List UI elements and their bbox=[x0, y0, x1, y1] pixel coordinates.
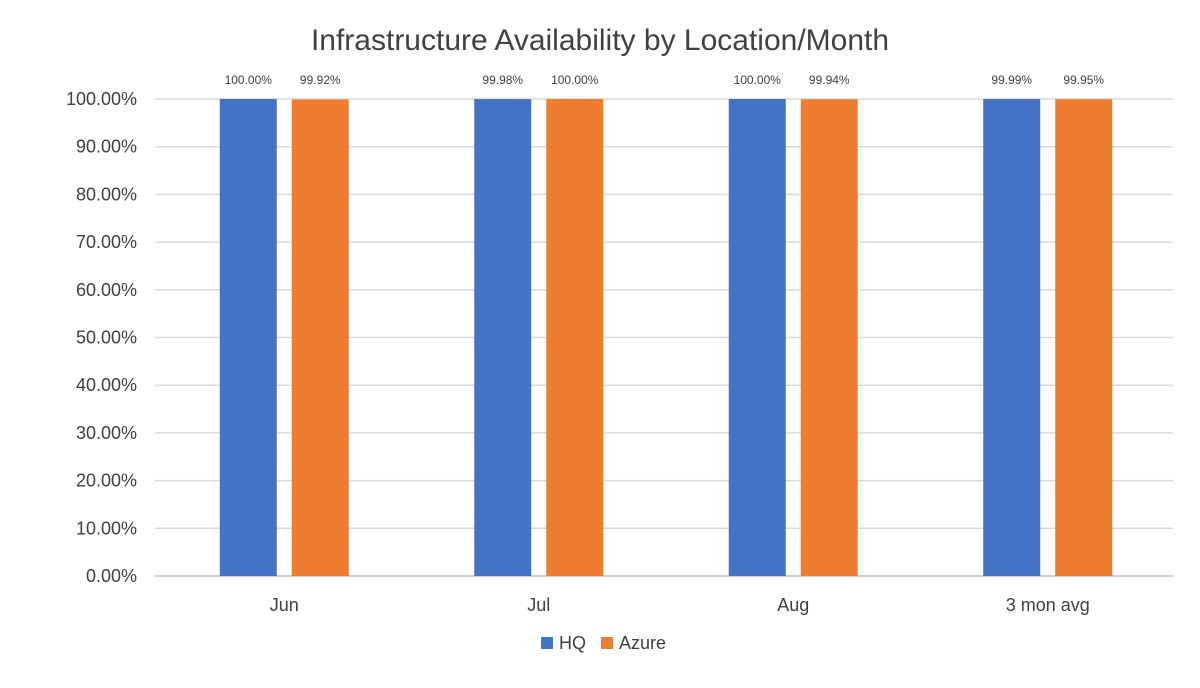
y-tick-label: 0.00% bbox=[86, 566, 137, 586]
x-category-label: Jul bbox=[527, 595, 550, 615]
bar-hq-aug bbox=[728, 99, 786, 576]
x-category-label: Aug bbox=[777, 595, 809, 615]
y-tick-label: 30.00% bbox=[76, 423, 137, 443]
bar-hq-3-mon-avg bbox=[983, 99, 1041, 576]
bars bbox=[219, 99, 1113, 577]
y-tick-label: 90.00% bbox=[76, 137, 137, 157]
data-labels: 100.00% 99.92% 99.98% 100.00% 100.00% 99.94% 9… bbox=[225, 73, 1105, 87]
y-tick-label: 70.00% bbox=[76, 232, 137, 252]
chart-title: Infrastructure Availability by Location/… bbox=[311, 24, 889, 57]
data-label: 99.98% bbox=[482, 73, 523, 87]
bar-azure-jul bbox=[546, 99, 604, 576]
data-label: 100.00% bbox=[551, 73, 599, 87]
y-tick-label: 50.00% bbox=[76, 328, 137, 348]
y-axis-tick-labels: 0.00% 10.00% 20.00% 30.00% 40.00% 50.00% 60.00… bbox=[66, 89, 137, 586]
legend-swatch-azure bbox=[601, 637, 613, 649]
x-category-label: Jun bbox=[270, 595, 299, 615]
bar-azure-3-mon-avg bbox=[1055, 99, 1113, 577]
x-category-label: 3 mon avg bbox=[1006, 595, 1090, 615]
y-tick-label: 10.00% bbox=[76, 518, 137, 538]
legend-label: HQ bbox=[559, 633, 586, 653]
data-label: 100.00% bbox=[225, 73, 273, 87]
bar-hq-jul bbox=[474, 99, 532, 576]
y-tick-label: 100.00% bbox=[66, 89, 137, 109]
bar-hq-jun bbox=[219, 99, 277, 576]
legend: HQ Azure bbox=[541, 633, 666, 653]
x-axis-category-labels: Jun Jul Aug 3 mon avg bbox=[270, 595, 1090, 615]
data-label: 100.00% bbox=[734, 73, 782, 87]
legend-swatch-hq bbox=[541, 637, 553, 649]
bar-azure-aug bbox=[800, 99, 858, 577]
y-tick-label: 20.00% bbox=[76, 471, 137, 491]
data-label: 99.92% bbox=[300, 73, 341, 87]
y-tick-label: 40.00% bbox=[76, 375, 137, 395]
y-tick-label: 60.00% bbox=[76, 280, 137, 300]
y-tick-label: 80.00% bbox=[76, 184, 137, 204]
bar-azure-jun bbox=[291, 99, 349, 577]
data-label: 99.95% bbox=[1063, 73, 1104, 87]
data-label: 99.94% bbox=[809, 73, 850, 87]
legend-label: Azure bbox=[619, 633, 666, 653]
data-label: 99.99% bbox=[991, 73, 1032, 87]
